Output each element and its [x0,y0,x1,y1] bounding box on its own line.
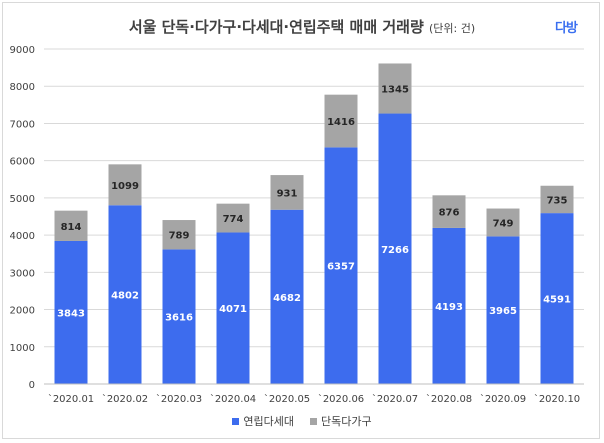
y-tick-label: 3000 [10,268,35,279]
bar-series1 [108,205,142,384]
data-label-series1: 3616 [165,313,193,324]
chart-frame [2,2,600,439]
data-label-series1: 4682 [273,293,301,304]
legend-label-series1: 연립다세대 [243,415,294,428]
y-tick-label: 4000 [10,231,35,242]
data-label-series1: 4591 [543,295,571,306]
x-tick-label: `2020.07 [372,393,418,405]
bar-series1 [216,232,250,384]
x-tick-label: `2020.01 [48,393,94,405]
bar-series2 [540,185,574,214]
data-label-series2: 789 [169,231,190,242]
x-tick-label: `2020.04 [210,393,256,405]
x-tick-label: `2020.05 [264,393,310,405]
bar-series1 [324,147,358,384]
bar-series2 [54,210,88,241]
dabang-logo: 다방 [555,21,578,36]
data-label-series1: 7266 [381,245,409,256]
chart-title: 서울 단독·다가구·다세대·연립주택 매매 거래량 (단위: 건) [0,16,604,37]
bar-series2 [270,175,304,210]
legend-item-series2: 단독다가구 [310,413,372,429]
legend-item-series1: 연립다세대 [232,413,294,429]
bar-series2 [486,208,520,237]
x-tick-label: `2020.02 [102,393,148,405]
x-tick-label: `2020.06 [318,393,364,405]
bar-series2 [162,220,196,250]
data-label-series2: 1345 [381,85,409,96]
x-tick-label: `2020.10 [534,393,580,405]
data-label-series1: 4193 [435,302,463,313]
y-tick-label: 8000 [10,82,35,93]
data-label-series1: 6357 [327,262,355,273]
chart-title-text: 서울 단독·다가구·다세대·연립주택 매매 거래량 [128,18,424,36]
data-label-series1: 4802 [111,291,139,302]
bar-series2 [432,195,466,228]
y-tick-label: 9000 [10,45,35,56]
x-tick-label: `2020.09 [480,393,526,405]
data-label-series2: 735 [547,195,568,206]
data-label-series2: 1099 [111,181,139,192]
y-tick-label: 5000 [10,194,35,205]
y-tick-label: 2000 [10,306,35,317]
bar-series1 [54,240,88,384]
legend-swatch-series2 [310,417,317,425]
bar-series2 [378,63,412,114]
data-label-series1: 4071 [219,304,247,315]
legend: 연립다세대 단독다가구 [0,413,604,429]
data-label-series1: 3843 [57,308,85,319]
chart-unit: (단위: 건) [429,22,476,35]
bar-series1 [378,113,412,384]
bar-series2 [324,94,358,148]
legend-label-series2: 단독다가구 [321,415,372,428]
y-tick-label: 1000 [10,343,35,354]
data-label-series2: 931 [277,188,298,199]
bar-series1 [270,209,304,384]
x-tick-label: `2020.08 [426,393,472,405]
bar-series1 [162,249,196,384]
bar-series1 [486,236,520,384]
data-label-series2: 774 [223,214,244,225]
y-tick-label: 7000 [10,119,35,130]
data-label-series2: 749 [493,218,514,229]
y-tick-label: 6000 [10,157,35,168]
y-tick-label: 0 [29,380,35,391]
legend-swatch-series1 [232,417,240,425]
x-tick-label: `2020.03 [156,393,202,405]
data-label-series2: 876 [439,208,460,219]
bar-series2 [216,203,250,233]
data-label-series1: 3965 [489,306,517,317]
data-label-series2: 814 [61,222,82,233]
bar-series2 [108,164,142,206]
data-label-series2: 1416 [327,117,355,128]
bar-series1 [540,213,574,384]
bar-series1 [432,227,466,384]
